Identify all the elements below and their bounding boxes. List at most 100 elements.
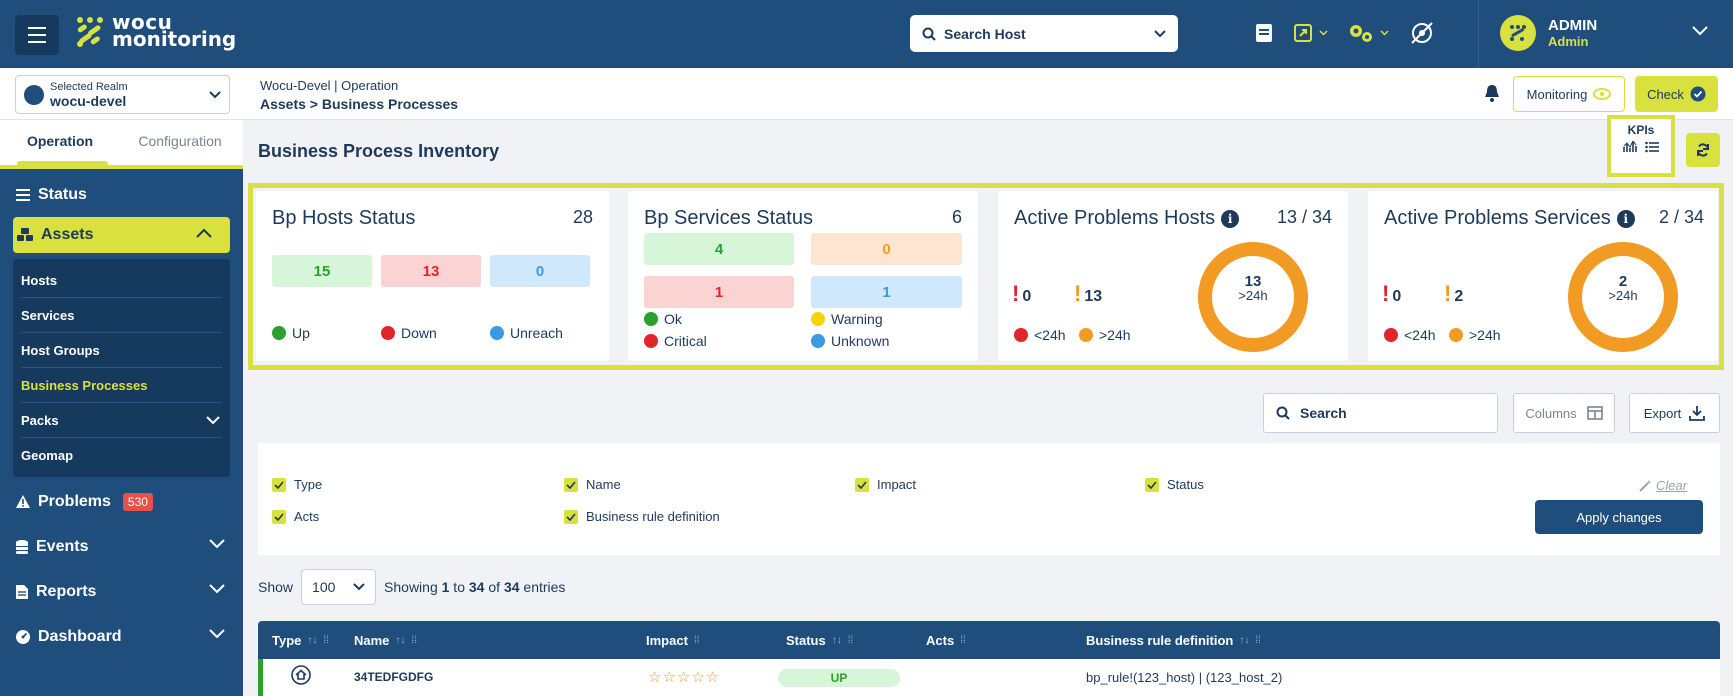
problems-lt24-count[interactable]: ! 0 [1382,281,1402,306]
settings-menu[interactable] [1348,18,1389,48]
drag-handle-icon[interactable]: ⁞⁞ [323,635,329,646]
info-icon[interactable]: i [1221,209,1240,228]
sidebar-item-label: Dashboard [38,627,122,645]
drag-handle-icon[interactable]: ⁞⁞ [411,635,417,646]
chart-icon[interactable] [1623,141,1637,153]
problems-services-donut[interactable] [1567,241,1679,353]
kpi-count: 13 / 34 [1276,207,1332,227]
sidebar-item-packs[interactable]: Packs [21,403,222,438]
menu-toggle-button[interactable] [15,15,59,55]
eye-icon [1593,88,1612,100]
table-row[interactable]: 34TEDFGDFG ☆☆☆☆☆ UP bp_rule!(123_host) |… [258,659,1720,696]
services-unknown-count[interactable]: 1 [811,276,962,308]
checkbox[interactable] [564,509,578,524]
column-header-name[interactable]: Name ↑↓ ⁞⁞ [354,633,417,648]
logo[interactable]: wocu monitoring [74,12,236,49]
notes-button[interactable] [1255,18,1273,48]
chevron-down-icon [206,416,220,425]
hosts-up-count[interactable]: 15 [272,255,372,287]
hosts-down-count[interactable]: 13 [381,255,481,287]
checkbox[interactable] [1145,477,1159,492]
external-link-menu[interactable] [1293,18,1328,48]
table-search-input[interactable]: Search [1263,393,1498,433]
monitoring-toggle[interactable] [1409,18,1435,48]
drag-handle-icon[interactable]: ⁞⁞ [847,635,854,646]
sidebar-item-business-processes[interactable]: Business Processes [21,368,222,403]
column-option-name[interactable]: Name [564,477,621,492]
drag-handle-icon[interactable]: ⁞⁞ [1255,635,1261,646]
list-icon[interactable] [1645,141,1659,153]
showing-entries-text: Showing 1 to 34 of 34 entries [384,579,566,595]
column-option-impact[interactable]: Impact [855,477,916,492]
warning-dot [811,312,825,326]
sidebar-item-status[interactable]: Status [0,172,243,217]
tab-configuration[interactable]: Configuration [138,133,222,149]
search-placeholder: Search [1300,405,1347,421]
checkbox[interactable] [272,509,286,524]
services-ok-count[interactable]: 4 [644,233,794,265]
monitoring-button[interactable]: Monitoring [1513,76,1625,112]
kpi-count: 2 / 34 [1658,207,1704,227]
hosts-unreach-count[interactable]: 0 [490,255,590,287]
sort-icon[interactable]: ↑↓ [395,635,406,646]
checkbox[interactable] [564,477,578,492]
drag-handle-icon[interactable]: ⁞⁞ [960,635,966,646]
services-warning-count[interactable]: 0 [811,233,962,265]
logo-icon [77,17,103,47]
problems-gt24-count[interactable]: ! 2 [1444,281,1464,306]
problems-gt24-count[interactable]: ! 13 [1074,281,1103,306]
column-option-acts[interactable]: Acts [272,509,319,524]
columns-button[interactable]: Columns [1513,393,1615,433]
refresh-button[interactable] [1686,133,1720,167]
down-dot [381,326,395,340]
export-button[interactable]: Export [1629,393,1720,433]
column-header-acts[interactable]: Acts ⁞⁞ [926,633,966,648]
column-option-status[interactable]: Status [1145,477,1204,492]
problems-lt24-count[interactable]: ! 0 [1012,281,1032,306]
info-icon[interactable]: i [1616,209,1635,228]
legend-unreach: Unreach [490,325,563,341]
column-option-business-rule[interactable]: Business rule definition [564,509,720,524]
kpis-toggle[interactable]: KPIs [1607,115,1675,177]
column-header-status[interactable]: Status ↑↓ ⁞⁞ [786,633,854,648]
sidebar-item-label: Reports [36,582,97,600]
check-button[interactable]: Check [1635,76,1718,112]
chevron-down-icon[interactable] [1692,26,1708,36]
column-option-type[interactable]: Type [272,477,322,492]
search-icon [1276,406,1290,420]
user-menu[interactable]: ADMIN Admin [1500,15,1597,51]
chevron-down-icon [1154,29,1166,37]
sidebar-item-geomap[interactable]: Geomap [21,448,74,463]
sidebar-item-assets[interactable]: Assets [13,217,230,253]
sort-icon[interactable]: ↑↓ [1239,635,1250,646]
column-header-type[interactable]: Type ↑↓ ⁞⁞ [272,633,329,648]
sidebar-item-services[interactable]: Services [21,298,222,333]
page-size-select[interactable]: 100 [301,569,377,605]
column-header-impact[interactable]: Impact ⁞⁞ [646,633,700,648]
checkbox[interactable] [272,477,286,492]
search-host-select[interactable]: Search Host [910,15,1178,52]
sidebar-item-events[interactable]: Events [0,524,243,569]
drag-handle-icon[interactable]: ⁞⁞ [693,635,700,646]
sidebar-item-host-groups[interactable]: Host Groups [21,333,222,368]
clear-link[interactable]: Clear [1638,478,1687,493]
sidebar-item-reports[interactable]: Reports [0,569,243,614]
bell-icon[interactable] [1484,84,1500,102]
apply-changes-button[interactable]: Apply changes [1535,500,1703,534]
sidebar-item-hosts[interactable]: Hosts [21,263,222,298]
row-name[interactable]: 34TEDFGDFG [354,670,434,684]
legend-unknown: Unknown [811,333,889,349]
sort-icon[interactable]: ↑↓ [307,635,318,646]
sort-icon[interactable]: ↑↓ [831,635,842,646]
services-critical-count[interactable]: 1 [644,276,794,308]
tab-operation[interactable]: Operation [0,120,120,165]
sidebar-item-dashboard[interactable]: Dashboard [0,614,243,659]
problems-hosts-donut[interactable] [1197,241,1309,353]
exclamation-icon: ! [1382,281,1390,306]
realm-selector[interactable]: Selected Realm wocu-devel [15,75,230,114]
legend-warning: Warning [811,311,883,327]
exclamation-icon: ! [1074,281,1082,306]
checkbox[interactable] [855,477,869,492]
column-header-business-rule[interactable]: Business rule definition ↑↓ ⁞⁞ [1086,633,1261,648]
sidebar-item-problems[interactable]: Problems 530 [0,479,243,524]
